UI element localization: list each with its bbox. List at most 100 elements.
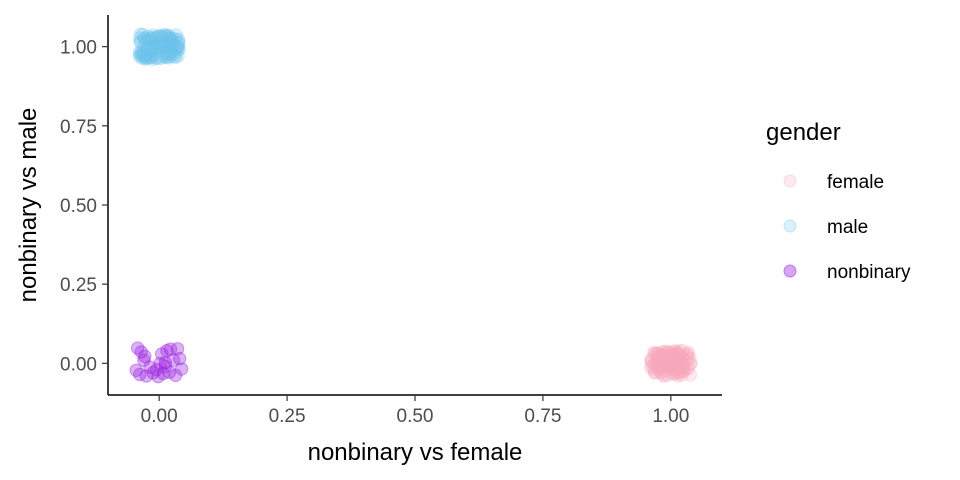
y-tick-label: 0.25 xyxy=(60,275,97,296)
data-point-nonbinary xyxy=(143,360,157,374)
data-point-female xyxy=(666,363,681,378)
data-point-female xyxy=(677,361,691,375)
data-point-male xyxy=(163,46,177,61)
data-point-male xyxy=(171,39,185,54)
data-point-female xyxy=(672,353,686,367)
data-point-male xyxy=(166,49,180,64)
data-point-male xyxy=(158,36,172,51)
legend-key-nonbinary xyxy=(783,264,797,278)
data-point-male xyxy=(138,50,152,64)
data-point-male xyxy=(138,50,152,64)
data-point-male xyxy=(136,45,150,59)
data-point-female xyxy=(655,356,669,370)
data-point-male xyxy=(159,29,173,43)
data-point-male xyxy=(169,32,184,47)
data-point-male xyxy=(168,50,183,64)
data-point-male xyxy=(141,29,155,44)
data-point-female xyxy=(679,347,693,362)
data-point-male xyxy=(134,44,148,58)
data-point-male xyxy=(134,34,148,49)
data-point-female xyxy=(673,360,688,374)
data-point-female xyxy=(681,347,695,361)
data-point-female xyxy=(653,365,668,380)
data-point-female xyxy=(652,357,667,371)
data-point-male xyxy=(169,40,183,55)
data-point-female xyxy=(684,356,698,371)
data-point-male xyxy=(150,51,164,65)
data-point-male xyxy=(168,47,183,61)
data-point-female xyxy=(658,359,672,374)
data-point-female xyxy=(659,356,673,370)
data-point-male xyxy=(151,36,165,50)
data-point-male xyxy=(163,44,177,58)
data-point-male xyxy=(140,49,154,63)
data-point-female xyxy=(672,348,687,362)
data-point-female xyxy=(647,346,661,361)
data-point-female xyxy=(670,359,684,373)
data-point-female xyxy=(654,350,668,365)
data-point-male xyxy=(144,40,159,55)
data-point-male xyxy=(172,36,186,50)
data-point-female xyxy=(663,357,677,371)
data-point-female xyxy=(647,345,661,360)
data-point-male xyxy=(143,46,158,60)
data-point-male xyxy=(140,34,154,49)
data-point-male xyxy=(133,35,147,50)
data-point-male xyxy=(152,41,166,55)
data-point-female xyxy=(656,349,670,363)
data-point-female xyxy=(656,348,670,362)
data-point-female xyxy=(676,351,691,366)
legend-label-nonbinary: nonbinary xyxy=(827,262,911,283)
data-point-male xyxy=(146,36,161,50)
data-point-female xyxy=(644,352,659,367)
data-point-female xyxy=(656,347,670,361)
data-point-nonbinary xyxy=(158,359,173,374)
data-point-female xyxy=(673,360,688,375)
data-point-female xyxy=(667,344,681,359)
data-point-female xyxy=(668,359,682,373)
data-point-male xyxy=(162,45,177,59)
data-point-female xyxy=(654,365,669,380)
data-point-nonbinary xyxy=(156,366,170,381)
data-point-male xyxy=(144,42,159,57)
data-point-male xyxy=(143,40,158,55)
data-point-male xyxy=(148,40,163,55)
data-point-female xyxy=(677,364,691,379)
data-point-nonbinary xyxy=(153,356,167,371)
x-ticks: 0.00 0.25 0.50 0.75 1.00 xyxy=(141,395,689,427)
data-point-nonbinary xyxy=(163,342,178,356)
data-point-female xyxy=(644,361,658,375)
data-point-female xyxy=(648,356,663,371)
data-point-female xyxy=(668,353,682,367)
data-point-male xyxy=(164,40,179,54)
data-point-nonbinary xyxy=(162,365,177,379)
data-point-nonbinary xyxy=(160,343,174,358)
data-point-female xyxy=(667,361,682,375)
data-point-male xyxy=(133,48,148,62)
data-point-female xyxy=(653,348,667,363)
data-point-nonbinary xyxy=(172,351,187,366)
data-point-male xyxy=(157,29,171,44)
data-point-female xyxy=(667,360,681,374)
data-point-female xyxy=(657,369,672,383)
data-point-female xyxy=(675,351,689,365)
data-point-male xyxy=(143,50,157,65)
data-point-male xyxy=(132,49,146,63)
data-point-male xyxy=(162,35,176,50)
data-point-male xyxy=(161,40,175,54)
data-point-nonbinary xyxy=(138,349,152,364)
data-point-female xyxy=(672,366,686,380)
data-point-male xyxy=(133,27,148,41)
x-tick-label: 0.00 xyxy=(141,406,178,427)
data-point-female xyxy=(671,346,685,361)
data-point-female xyxy=(650,346,665,361)
data-point-male xyxy=(132,45,147,60)
legend-key-female xyxy=(783,174,797,188)
data-point-male xyxy=(151,29,166,43)
legend: gender female male nonbinary xyxy=(766,119,911,283)
data-point-male xyxy=(146,40,161,54)
data-point-female xyxy=(683,368,698,382)
data-point-female xyxy=(671,359,686,373)
series-female xyxy=(644,344,698,383)
data-point-male xyxy=(147,47,161,61)
